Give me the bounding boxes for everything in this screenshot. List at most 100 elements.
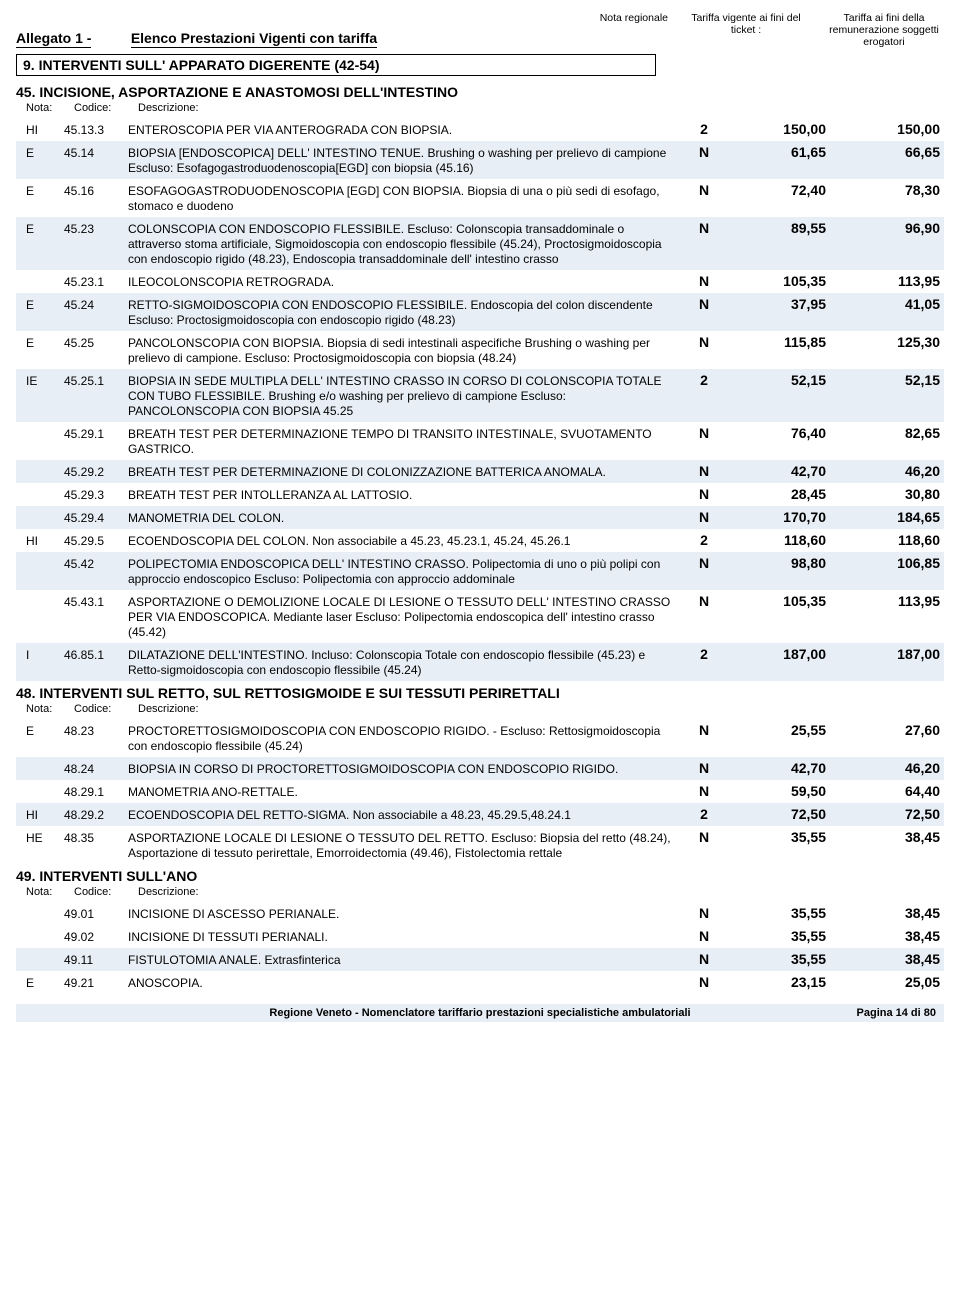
cell-codice: 49.01 [64, 907, 128, 921]
cell-tariffa-erogatori: 46,20 [834, 463, 944, 479]
cell-description: PROCTORETTOSIGMOIDOSCOPIA CON ENDOSCOPIO… [128, 724, 684, 754]
cell-tariffa-erogatori: 27,60 [834, 722, 944, 738]
cell-nota-regionale: N [684, 829, 724, 845]
cell-codice: 46.85.1 [64, 648, 128, 662]
cell-nota-regionale: N [684, 220, 724, 236]
cell-nota: E [16, 724, 64, 738]
h-nota: Nota: [26, 703, 74, 715]
cell-codice: 45.42 [64, 557, 128, 571]
cell-codice: 45.29.3 [64, 488, 128, 502]
cell-tariffa-ticket: 35,55 [724, 928, 834, 944]
table-row: 45.29.1BREATH TEST PER DETERMINAZIONE TE… [16, 422, 944, 460]
cell-nota: E [16, 146, 64, 160]
cell-codice: 45.13.3 [64, 123, 128, 137]
cell-tariffa-ticket: 115,85 [724, 334, 834, 350]
cell-nota: IE [16, 374, 64, 388]
cell-codice: 48.24 [64, 762, 128, 776]
cell-nota-regionale: N [684, 486, 724, 502]
table-row: E45.25PANCOLONSCOPIA CON BIOPSIA. Biopsi… [16, 331, 944, 369]
cell-nota-regionale: N [684, 760, 724, 776]
cell-tariffa-ticket: 98,80 [724, 555, 834, 571]
h-desc: Descrizione: [138, 102, 944, 114]
cell-description: BREATH TEST PER INTOLLERANZA AL LATTOSIO… [128, 488, 684, 503]
cell-tariffa-ticket: 37,95 [724, 296, 834, 312]
table-row: HE48.35ASPORTAZIONE LOCALE DI LESIONE O … [16, 826, 944, 864]
cell-codice: 45.25.1 [64, 374, 128, 388]
cell-tariffa-ticket: 25,55 [724, 722, 834, 738]
cell-description: POLIPECTOMIA ENDOSCOPICA DELL' INTESTINO… [128, 557, 684, 587]
cell-nota-regionale: 2 [684, 121, 724, 137]
cell-tariffa-ticket: 35,55 [724, 829, 834, 845]
cell-tariffa-erogatori: 106,85 [834, 555, 944, 571]
cell-description: FISTULOTOMIA ANALE. Extrasfinterica [128, 953, 684, 968]
h-codice: Codice: [74, 886, 138, 898]
h-nota: Nota: [26, 886, 74, 898]
cell-description: ASPORTAZIONE LOCALE DI LESIONE O TESSUTO… [128, 831, 684, 861]
table-row: 45.43.1ASPORTAZIONE O DEMOLIZIONE LOCALE… [16, 590, 944, 643]
cell-tariffa-erogatori: 66,65 [834, 144, 944, 160]
cell-description: ECOENDOSCOPIA DEL RETTO-SIGMA. Non assoc… [128, 808, 684, 823]
cell-description: BIOPSIA [ENDOSCOPICA] DELL' INTESTINO TE… [128, 146, 684, 176]
cell-tariffa-erogatori: 46,20 [834, 760, 944, 776]
table-row: 45.42POLIPECTOMIA ENDOSCOPICA DELL' INTE… [16, 552, 944, 590]
cell-tariffa-erogatori: 25,05 [834, 974, 944, 990]
cell-nota: HE [16, 831, 64, 845]
table-row: 48.24BIOPSIA IN CORSO DI PROCTORETTOSIGM… [16, 757, 944, 780]
cell-tariffa-erogatori: 38,45 [834, 928, 944, 944]
cell-codice: 48.35 [64, 831, 128, 845]
cell-codice: 45.29.1 [64, 427, 128, 441]
section-9-title: 9. INTERVENTI SULL' APPARATO DIGERENTE (… [16, 54, 656, 76]
cell-tariffa-erogatori: 96,90 [834, 220, 944, 236]
page-footer: Regione Veneto - Nomenclatore tariffario… [16, 1004, 944, 1022]
elenco-label: Elenco Prestazioni Vigenti con tariffa [131, 30, 377, 48]
cell-nota: E [16, 298, 64, 312]
cell-nota: E [16, 336, 64, 350]
cell-nota-regionale: N [684, 334, 724, 350]
table-row: E45.23COLONSCOPIA CON ENDOSCOPIO FLESSIB… [16, 217, 944, 270]
table-row: 49.11FISTULOTOMIA ANALE. Extrasfinterica… [16, 948, 944, 971]
cell-tariffa-erogatori: 38,45 [834, 905, 944, 921]
table-row: HI45.13.3ENTEROSCOPIA PER VIA ANTEROGRAD… [16, 118, 944, 141]
h-desc: Descrizione: [138, 886, 944, 898]
h-codice: Codice: [74, 703, 138, 715]
cell-nota-regionale: N [684, 928, 724, 944]
cell-nota-regionale: 2 [684, 646, 724, 662]
cell-tariffa-erogatori: 113,95 [834, 273, 944, 289]
cell-nota-regionale: N [684, 905, 724, 921]
cell-tariffa-ticket: 170,70 [724, 509, 834, 525]
cell-tariffa-ticket: 118,60 [724, 532, 834, 548]
allegato-label: Allegato 1 - [16, 30, 91, 48]
cell-nota: HI [16, 534, 64, 548]
cell-nota-regionale: N [684, 555, 724, 571]
cell-nota-regionale: N [684, 182, 724, 198]
col-header-t2: Tariffa ai fini della remunerazione sogg… [824, 12, 944, 48]
cell-nota-regionale: N [684, 509, 724, 525]
cell-nota: E [16, 184, 64, 198]
cell-description: ENTEROSCOPIA PER VIA ANTEROGRADA CON BIO… [128, 123, 684, 138]
cell-tariffa-ticket: 76,40 [724, 425, 834, 441]
table-row: IE45.25.1BIOPSIA IN SEDE MULTIPLA DELL' … [16, 369, 944, 422]
section-49-title: 49. INTERVENTI SULL'ANO [16, 868, 944, 884]
cell-nota-regionale: N [684, 296, 724, 312]
table-row: E45.16ESOFAGOGASTRODUODENOSCOPIA [EGD] C… [16, 179, 944, 217]
cell-tariffa-erogatori: 64,40 [834, 783, 944, 799]
cell-description: BIOPSIA IN SEDE MULTIPLA DELL' INTESTINO… [128, 374, 684, 419]
cell-nota: HI [16, 808, 64, 822]
cell-description: ANOSCOPIA. [128, 976, 684, 991]
cell-description: DILATAZIONE DELL'INTESTINO. Incluso: Col… [128, 648, 684, 678]
cell-description: INCISIONE DI TESSUTI PERIANALI. [128, 930, 684, 945]
cell-tariffa-ticket: 35,55 [724, 905, 834, 921]
h-codice: Codice: [74, 102, 138, 114]
cell-tariffa-ticket: 72,50 [724, 806, 834, 822]
cell-nota: E [16, 976, 64, 990]
cell-codice: 48.23 [64, 724, 128, 738]
rows-section-45: HI 45.13.3ENTEROSCOPIA PER VIA ANTEROGRAD… [16, 118, 944, 681]
cell-description: ASPORTAZIONE O DEMOLIZIONE LOCALE DI LES… [128, 595, 684, 640]
cell-description: ECOENDOSCOPIA DEL COLON. Non associabile… [128, 534, 684, 549]
cell-tariffa-ticket: 28,45 [724, 486, 834, 502]
table-row: HI48.29.2ECOENDOSCOPIA DEL RETTO-SIGMA. … [16, 803, 944, 826]
cell-codice: 45.29.5 [64, 534, 128, 548]
table-row: 45.29.3BREATH TEST PER INTOLLERANZA AL L… [16, 483, 944, 506]
cell-tariffa-erogatori: 41,05 [834, 296, 944, 312]
cell-tariffa-ticket: 105,35 [724, 273, 834, 289]
